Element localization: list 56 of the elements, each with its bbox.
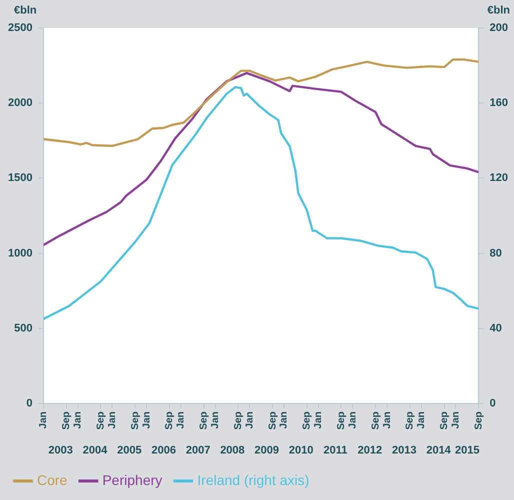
- x-tick-label: Sep: [198, 411, 210, 430]
- x-tick-label: Sep: [473, 411, 484, 430]
- y2-tick-label: 160: [490, 97, 508, 110]
- x-tick-label: Sep: [61, 411, 72, 430]
- x-tick-label: Jan: [244, 411, 256, 429]
- x-tick-label: Jan: [278, 411, 290, 429]
- x2-tick-label: 2010: [288, 444, 314, 456]
- x-tick-label: Sep: [370, 411, 382, 430]
- legend-label: Periphery: [102, 472, 162, 488]
- x-tick-label: Sep: [164, 411, 176, 430]
- legend-label: Ireland (right axis): [197, 472, 310, 488]
- x-tick-label: Sep: [267, 411, 278, 430]
- legend-label: Core: [37, 472, 68, 488]
- y2-tick-label: 80: [490, 247, 502, 260]
- y2-axis-title: €bln: [487, 4, 510, 17]
- x-tick-label: Jan: [38, 411, 50, 429]
- x2-tick-label: 2005: [117, 444, 142, 456]
- y2-tick-label: 200: [490, 22, 508, 34]
- y-axis-title: €bln: [14, 4, 37, 17]
- x-tick-label: Jan: [416, 411, 428, 429]
- x-tick-label: Jan: [313, 411, 324, 429]
- x-tick-label: Sep: [130, 411, 141, 430]
- x-tick-label: Jan: [106, 411, 118, 429]
- y-tick-label: 2500: [8, 22, 32, 34]
- x-tick-label: Sep: [404, 411, 416, 430]
- y2-tick-label: 0: [490, 397, 496, 410]
- x2-tick-label: 2003: [48, 444, 73, 456]
- x2-tick-label: 2007: [186, 444, 210, 456]
- x-tick-label: Sep: [439, 411, 450, 430]
- x-tick-label: Jan: [141, 411, 152, 429]
- y2-tick-label: 40: [490, 322, 502, 334]
- x2-tick-label: 2008: [220, 444, 245, 456]
- x-tick-label: Jan: [176, 411, 187, 429]
- y-tick-label: 500: [14, 322, 32, 334]
- y2-tick-label: 120: [490, 172, 508, 184]
- x-tick-label: Sep: [95, 411, 106, 430]
- x2-tick-label: 2012: [358, 444, 382, 456]
- x2-tick-label: 2011: [324, 444, 348, 456]
- x2-tick-label: 2004: [82, 444, 108, 456]
- x2-tick-label: 2015: [454, 444, 480, 456]
- y-tick-label: 0: [26, 397, 32, 410]
- x-tick-label: Jan: [72, 411, 84, 429]
- x2-tick-label: 2009: [254, 444, 280, 456]
- x2-tick-label: 2013: [392, 444, 416, 456]
- y-tick-label: 1000: [8, 247, 32, 260]
- x-tick-label: Sep: [336, 411, 347, 430]
- x-tick-label: Sep: [302, 411, 313, 430]
- y-tick-label: 1500: [8, 172, 32, 184]
- x-tick-label: Sep: [232, 411, 244, 430]
- x-tick-label: Jan: [347, 411, 358, 429]
- x-tick-label: Jan: [382, 411, 393, 429]
- y-tick-label: 2000: [8, 97, 32, 110]
- x-tick-label: Jan: [450, 411, 462, 429]
- x2-tick-label: 2006: [151, 444, 176, 456]
- x-tick-label: Jan: [210, 411, 221, 429]
- x2-tick-label: 2014: [426, 444, 452, 456]
